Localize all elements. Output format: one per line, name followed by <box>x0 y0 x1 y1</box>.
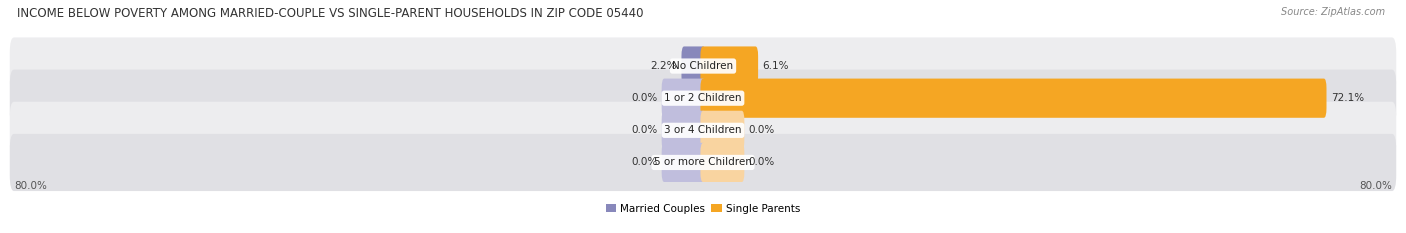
FancyBboxPatch shape <box>662 111 706 150</box>
FancyBboxPatch shape <box>10 70 1396 127</box>
FancyBboxPatch shape <box>662 79 706 118</box>
FancyBboxPatch shape <box>10 102 1396 159</box>
Text: 0.0%: 0.0% <box>631 93 658 103</box>
Text: 0.0%: 0.0% <box>748 158 775 168</box>
FancyBboxPatch shape <box>682 46 706 86</box>
Text: 80.0%: 80.0% <box>1360 181 1392 191</box>
Legend: Married Couples, Single Parents: Married Couples, Single Parents <box>603 202 803 216</box>
Text: INCOME BELOW POVERTY AMONG MARRIED-COUPLE VS SINGLE-PARENT HOUSEHOLDS IN ZIP COD: INCOME BELOW POVERTY AMONG MARRIED-COUPL… <box>17 7 644 20</box>
Text: 6.1%: 6.1% <box>762 61 789 71</box>
Text: 1 or 2 Children: 1 or 2 Children <box>664 93 742 103</box>
FancyBboxPatch shape <box>700 79 1326 118</box>
FancyBboxPatch shape <box>10 134 1396 191</box>
FancyBboxPatch shape <box>10 38 1396 95</box>
Text: 80.0%: 80.0% <box>14 181 46 191</box>
Text: 0.0%: 0.0% <box>748 125 775 135</box>
Text: 2.2%: 2.2% <box>651 61 678 71</box>
Text: 72.1%: 72.1% <box>1331 93 1364 103</box>
FancyBboxPatch shape <box>662 143 706 182</box>
FancyBboxPatch shape <box>700 143 744 182</box>
Text: Source: ZipAtlas.com: Source: ZipAtlas.com <box>1281 7 1385 17</box>
Text: 0.0%: 0.0% <box>631 125 658 135</box>
FancyBboxPatch shape <box>700 111 744 150</box>
Text: 5 or more Children: 5 or more Children <box>654 158 752 168</box>
Text: No Children: No Children <box>672 61 734 71</box>
Text: 3 or 4 Children: 3 or 4 Children <box>664 125 742 135</box>
FancyBboxPatch shape <box>700 46 758 86</box>
Text: 0.0%: 0.0% <box>631 158 658 168</box>
